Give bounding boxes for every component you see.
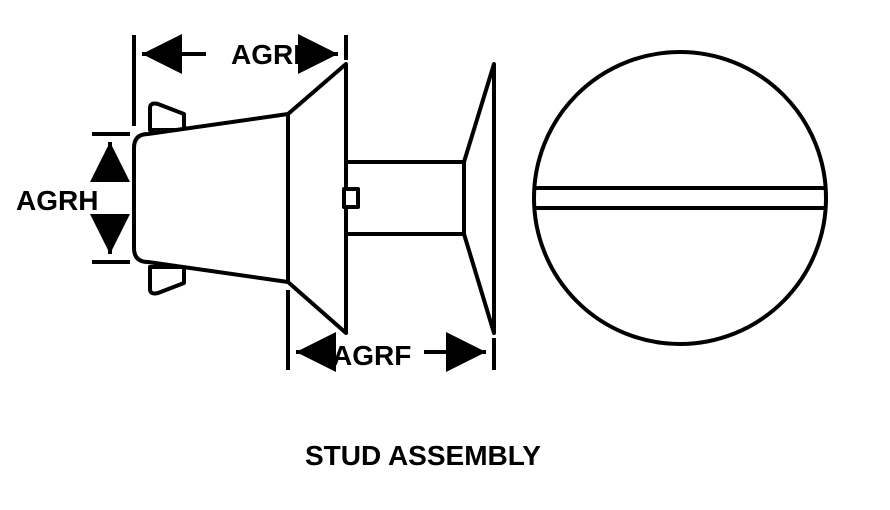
stud-assembly-diagram: AGRK AGRH AGRF STUD ASSEMBLY xyxy=(0,0,890,510)
bottom-tab xyxy=(150,267,184,294)
top-tab xyxy=(150,104,184,131)
stud-front-view xyxy=(534,52,826,344)
diagram-title: STUD ASSEMBLY xyxy=(305,440,541,472)
slot-notch xyxy=(344,189,358,207)
countersink-flange xyxy=(288,64,346,333)
label-agrh: AGRH xyxy=(16,185,98,217)
diagram-svg xyxy=(0,0,890,510)
shank xyxy=(346,162,464,234)
tapered-body xyxy=(134,114,288,282)
stud-side-view xyxy=(134,64,494,333)
head-circle xyxy=(534,52,826,344)
label-agrf: AGRF xyxy=(332,340,411,372)
label-agrk: AGRK xyxy=(231,39,313,71)
head-side xyxy=(464,64,494,333)
